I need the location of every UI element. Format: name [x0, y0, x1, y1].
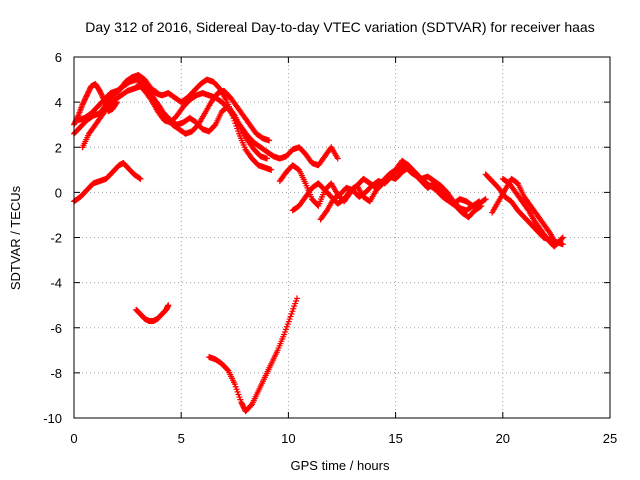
- data-point: [334, 155, 341, 162]
- y-tick-label: -10: [43, 411, 62, 426]
- series-arc-10: [317, 162, 485, 223]
- x-tick-label: 20: [496, 431, 510, 446]
- series-arc-4: [75, 76, 275, 173]
- series-arc-13: [499, 175, 564, 250]
- x-tick-label: 5: [178, 431, 185, 446]
- axes: 0 5 10 15 20 25 -10 -8 -6 -4 -2 0 2 4 6: [43, 50, 617, 446]
- chart-title: Day 312 of 2016, Sidereal Day-to-day VTE…: [85, 19, 594, 35]
- y-axis-label: SDTVAR / TECUs: [8, 185, 23, 290]
- series-arc-15: [206, 295, 300, 415]
- data-point: [559, 241, 566, 248]
- data-point: [476, 198, 483, 205]
- series-arc-14: [133, 302, 172, 324]
- grid-lines: [74, 57, 610, 418]
- x-tick-label: 25: [603, 431, 617, 446]
- data-points: [71, 72, 566, 415]
- x-tick-label: 15: [388, 431, 402, 446]
- series-arc-7: [148, 94, 270, 162]
- data-point: [293, 295, 300, 302]
- series-arc-1: [71, 160, 144, 205]
- data-point-interp: [475, 199, 482, 206]
- data-point: [482, 196, 489, 203]
- data-point-interp: [481, 196, 488, 203]
- data-point: [266, 137, 273, 144]
- data-point: [478, 202, 485, 209]
- data-point-interp: [477, 203, 484, 210]
- data-point: [263, 155, 270, 162]
- data-point-interp: [556, 237, 563, 244]
- x-tick-label: 10: [281, 431, 295, 446]
- data-point: [268, 166, 275, 173]
- y-tick-label: -8: [50, 366, 62, 381]
- y-tick-label: -4: [50, 276, 62, 291]
- data-point: [137, 175, 144, 182]
- data-point: [557, 236, 564, 243]
- y-tick-label: 0: [55, 185, 62, 200]
- data-point-interp: [230, 111, 237, 118]
- data-point: [165, 302, 172, 309]
- x-tick-label: 0: [70, 431, 77, 446]
- y-tick-label: 2: [55, 140, 62, 155]
- y-tick-label: -6: [50, 321, 62, 336]
- series-arc-2: [71, 81, 120, 128]
- y-tick-label: -2: [50, 231, 62, 246]
- data-point-interp: [136, 175, 143, 182]
- y-tick-label: 6: [55, 50, 62, 65]
- y-tick-label: 4: [55, 95, 62, 110]
- x-axis-label: GPS time / hours: [291, 458, 390, 473]
